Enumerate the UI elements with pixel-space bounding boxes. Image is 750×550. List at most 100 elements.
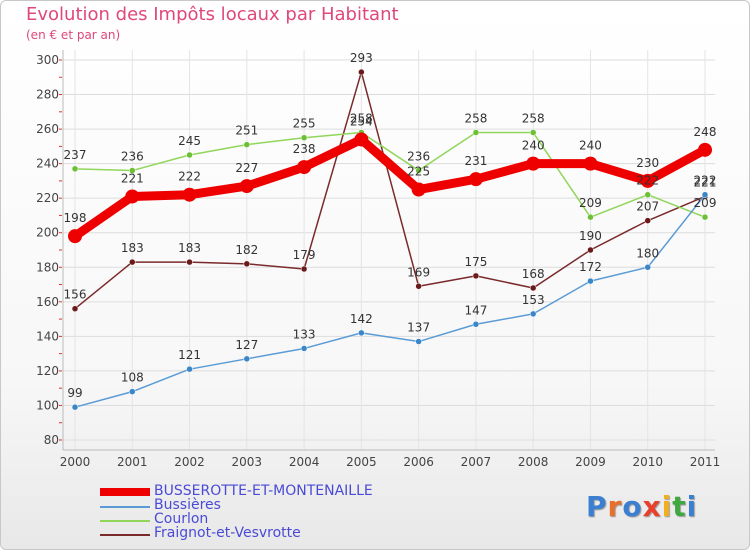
series-line-0 xyxy=(70,134,710,241)
data-label: 127 xyxy=(235,338,258,352)
data-point xyxy=(644,264,651,271)
data-label: 169 xyxy=(407,265,430,279)
y-tick-label: 80 xyxy=(44,433,59,447)
chart-subtitle: (en € et par an) xyxy=(26,28,121,42)
data-point xyxy=(698,142,712,157)
logo-letter: r xyxy=(607,490,623,523)
data-point xyxy=(358,68,365,76)
data-point xyxy=(415,283,422,290)
chart-title: Evolution des Impôts locaux par Habitant xyxy=(26,4,399,25)
data-point xyxy=(354,132,369,147)
data-label: 137 xyxy=(407,321,430,335)
x-tick-label: 2003 xyxy=(232,455,263,469)
data-label: 230 xyxy=(636,156,659,170)
x-tick-label: 2011 xyxy=(690,455,721,469)
data-label: 258 xyxy=(464,112,487,126)
data-label: 236 xyxy=(407,150,430,164)
data-point xyxy=(644,217,651,224)
data-point xyxy=(701,213,709,221)
data-point xyxy=(71,165,79,173)
data-point xyxy=(472,321,480,328)
data-point xyxy=(701,191,709,198)
data-point xyxy=(129,258,136,266)
data-label: 108 xyxy=(121,371,144,385)
legend-label: Bussières xyxy=(154,497,221,513)
data-point xyxy=(415,167,422,174)
data-point xyxy=(472,129,480,136)
data-point xyxy=(300,345,308,352)
y-tick-label: 300 xyxy=(36,53,59,67)
data-label: 182 xyxy=(235,243,258,257)
data-label: 245 xyxy=(178,134,201,148)
data-point xyxy=(358,329,365,337)
y-tick-label: 160 xyxy=(36,295,59,309)
x-tick-label: 2000 xyxy=(60,455,91,469)
data-point xyxy=(587,277,594,285)
data-point xyxy=(239,179,254,194)
x-tick-label: 2006 xyxy=(403,455,434,469)
data-label: 238 xyxy=(293,142,316,156)
data-point xyxy=(300,265,308,273)
data-point xyxy=(297,160,312,175)
data-point xyxy=(644,191,651,198)
x-tick-label: 2004 xyxy=(289,455,320,469)
x-tick-label: 2009 xyxy=(575,455,606,469)
data-point xyxy=(186,258,193,266)
data-label: 172 xyxy=(579,260,602,274)
data-label: 207 xyxy=(636,200,659,214)
data-label: 222 xyxy=(694,174,717,188)
data-label: 240 xyxy=(522,139,545,153)
data-label: 237 xyxy=(64,148,87,162)
x-tick-label: 2008 xyxy=(518,455,549,469)
data-point xyxy=(583,156,598,171)
data-point xyxy=(529,310,537,318)
data-point xyxy=(526,156,541,171)
legend-label: Courlon xyxy=(154,511,209,527)
logo-letter: x xyxy=(642,490,662,523)
data-label: 198 xyxy=(64,211,87,225)
data-label: 255 xyxy=(293,117,316,131)
legend-swatch xyxy=(100,520,150,522)
logo-letter: i xyxy=(686,490,698,523)
data-label: 133 xyxy=(293,327,316,341)
data-point xyxy=(68,229,82,244)
data-label: 248 xyxy=(694,125,717,139)
y-tick-label: 180 xyxy=(36,260,59,274)
data-point xyxy=(129,167,136,174)
data-point xyxy=(125,189,140,204)
data-label: 121 xyxy=(178,348,201,362)
data-label: 209 xyxy=(694,196,717,210)
data-label: 258 xyxy=(522,112,545,126)
data-label: 175 xyxy=(464,255,487,269)
data-label: 258 xyxy=(350,112,373,126)
data-label: 183 xyxy=(121,241,144,255)
data-point xyxy=(129,388,136,395)
legend-swatch xyxy=(100,488,150,496)
y-tick-label: 100 xyxy=(36,398,59,412)
logo-letter: P xyxy=(586,490,608,523)
data-point xyxy=(186,151,193,159)
proxiti-logo: Proxiti xyxy=(586,490,697,523)
data-point xyxy=(300,134,308,141)
y-tick-label: 140 xyxy=(36,329,59,343)
data-label: 222 xyxy=(178,170,201,184)
data-label: 153 xyxy=(522,293,545,307)
series-line-2 xyxy=(74,131,706,218)
data-label: 183 xyxy=(178,241,201,255)
x-tick-label: 2005 xyxy=(346,455,377,469)
data-label: 293 xyxy=(350,51,373,65)
y-tick-label: 200 xyxy=(36,226,59,240)
data-label: 240 xyxy=(579,139,602,153)
data-point xyxy=(415,338,422,345)
y-tick-label: 280 xyxy=(36,88,59,102)
data-point xyxy=(243,355,251,363)
data-point xyxy=(468,172,483,187)
series-line-1 xyxy=(74,193,706,408)
data-label: 209 xyxy=(579,196,602,210)
x-tick-label: 2007 xyxy=(461,455,492,469)
data-label: 142 xyxy=(350,312,373,326)
data-point xyxy=(587,246,594,254)
data-label: 227 xyxy=(235,161,258,175)
